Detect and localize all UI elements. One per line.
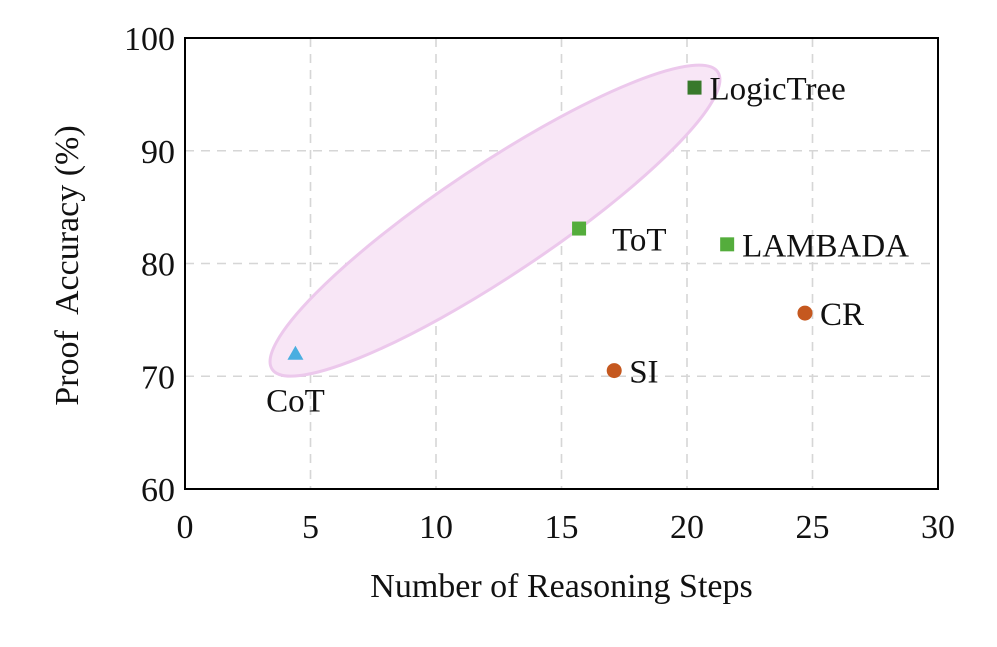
y-tick-label: 60 <box>141 472 175 509</box>
x-tick-label: 25 <box>796 509 830 546</box>
x-tick-label: 15 <box>545 509 579 546</box>
point-marker-cot <box>287 345 304 360</box>
point-marker-si <box>606 363 622 379</box>
point-marker-tot <box>572 221 587 236</box>
point-label-tot: ToT <box>612 223 667 259</box>
highlight-region-layer <box>268 63 722 378</box>
point-marker-lambada <box>720 237 735 252</box>
point-marker-logictree <box>687 80 702 95</box>
point-label-logictree: LogicTree <box>710 72 846 108</box>
data-points: CoT ToT LogicTree LAMBADA SI CR <box>266 72 909 420</box>
point-label-lambada: LAMBADA <box>742 228 909 264</box>
tick-labels: 0 5 10 15 20 25 30 60 70 80 90 100 <box>124 21 955 546</box>
point-marker-cr <box>797 305 813 321</box>
y-tick-label: 100 <box>124 21 175 58</box>
x-tick-label: 10 <box>419 509 453 546</box>
x-axis-title: Number of Reasoning Steps <box>370 568 752 605</box>
y-axis-title: Proof Accuracy (%) <box>49 125 86 405</box>
x-tick-label: 0 <box>177 509 194 546</box>
x-tick-label: 5 <box>302 509 319 546</box>
y-tick-label: 90 <box>141 134 175 171</box>
plot-frame <box>184 37 939 490</box>
y-tick-label: 70 <box>141 359 175 396</box>
x-tick-label: 20 <box>670 509 704 546</box>
point-label-cr: CR <box>820 297 864 333</box>
x-tick-label: 30 <box>921 509 955 546</box>
point-label-si: SI <box>629 355 658 391</box>
y-tick-label: 80 <box>141 247 175 284</box>
highlight-ellipse <box>268 63 722 378</box>
point-label-cot: CoT <box>266 384 325 420</box>
